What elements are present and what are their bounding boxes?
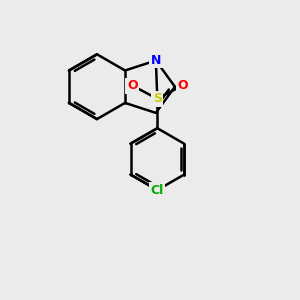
Text: N: N xyxy=(151,54,161,67)
Text: O: O xyxy=(127,79,138,92)
Text: Cl: Cl xyxy=(151,184,164,196)
Text: O: O xyxy=(177,79,188,92)
Text: S: S xyxy=(153,92,162,105)
